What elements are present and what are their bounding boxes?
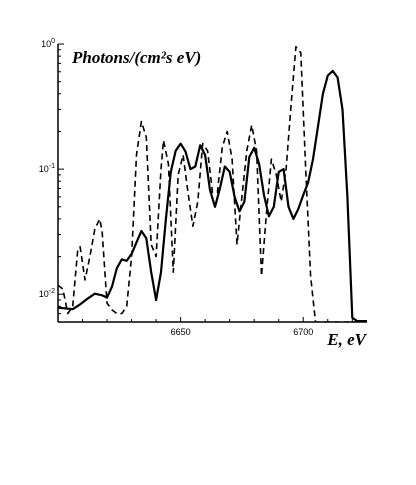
series-layer bbox=[58, 46, 367, 322]
x-tick-label: 6650 bbox=[171, 327, 191, 337]
y-axis-label: Photons/(cm²s eV) bbox=[71, 48, 201, 67]
series-line-solid bbox=[58, 69, 367, 322]
x-axis-label: E, eV bbox=[326, 330, 367, 349]
y-tick-label: 10-2 bbox=[39, 288, 55, 299]
y-tick-label: 100 bbox=[41, 38, 55, 49]
axes-layer: 6650 6700 100 10-1 10-2 bbox=[39, 38, 367, 337]
series-line-dashed bbox=[58, 46, 367, 322]
y-tick-label: 10-1 bbox=[39, 163, 55, 174]
x-tick-label: 6700 bbox=[293, 327, 313, 337]
